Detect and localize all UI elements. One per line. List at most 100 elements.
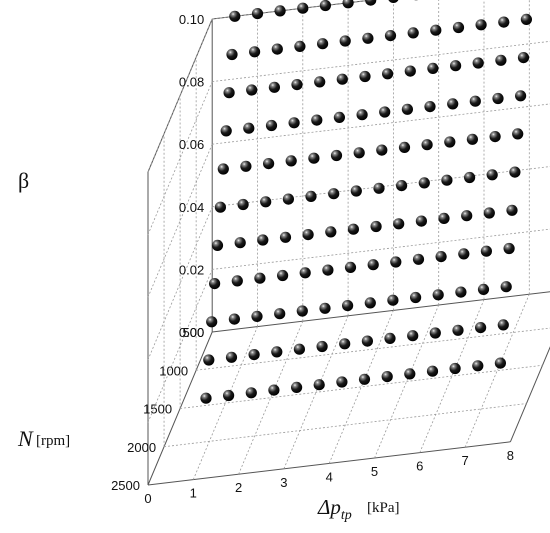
x-tick-label: 7	[461, 453, 468, 468]
data-point	[455, 286, 467, 298]
data-point	[361, 335, 373, 347]
data-point	[277, 269, 289, 282]
data-point	[291, 381, 303, 393]
data-point	[313, 379, 325, 391]
tick-labels: 0 1 2 3 4 5 6 7 8 500 1000 1500 2000 2500 0.00 0.02 0.04…	[111, 12, 514, 506]
data-point	[412, 253, 425, 265]
data-point	[466, 133, 478, 145]
data-point	[240, 160, 252, 172]
y-axis-label: N	[17, 426, 34, 451]
x-tick-label: 5	[371, 464, 378, 479]
data-point	[407, 330, 419, 342]
data-point	[384, 332, 396, 344]
data-point	[517, 52, 530, 64]
data-point	[452, 324, 464, 336]
data-point	[393, 218, 405, 230]
data-point	[319, 302, 331, 314]
data-point	[489, 131, 501, 143]
data-point	[302, 229, 314, 241]
axes-frame	[147, 0, 550, 486]
data-point	[498, 16, 510, 28]
data-point	[223, 87, 235, 99]
data-point	[317, 38, 329, 50]
floor-grid-n	[196, 327, 550, 371]
data-point	[336, 376, 348, 388]
data-point	[367, 259, 379, 271]
data-point	[257, 234, 269, 246]
y-tick-label: 500	[182, 325, 204, 340]
data-point	[268, 81, 280, 93]
wall-grid-z	[212, 103, 550, 145]
data-point	[209, 278, 221, 290]
wall-grid-z	[212, 40, 550, 82]
z-tick-label: 0.06	[179, 137, 204, 152]
data-point	[421, 139, 433, 151]
data-point	[509, 166, 521, 178]
data-point	[214, 201, 226, 213]
z-axis-label: β	[18, 168, 29, 193]
data-point	[265, 119, 278, 132]
data-point	[364, 297, 376, 309]
floor-right-edge	[509, 346, 550, 442]
data-point	[314, 76, 326, 88]
data-point	[387, 294, 399, 306]
x-tick-label: 0	[144, 491, 151, 506]
data-point	[274, 308, 286, 320]
data-point	[458, 248, 470, 260]
data-point	[297, 2, 309, 14]
data-point	[461, 210, 473, 222]
data-point	[492, 92, 504, 105]
data-point	[444, 136, 456, 148]
data-point	[427, 62, 439, 74]
data-point	[316, 340, 328, 353]
data-point	[486, 169, 498, 181]
data-point	[500, 281, 512, 293]
data-point	[282, 193, 294, 205]
back-wall-top-edge	[212, 0, 376, 20]
data-point	[220, 125, 232, 137]
data-point	[308, 152, 320, 164]
data-point	[477, 283, 490, 295]
floor-grid-x	[328, 310, 394, 464]
y-axis-unit: [rpm]	[36, 433, 70, 449]
data-point	[251, 310, 263, 322]
data-point	[226, 48, 238, 61]
data-point	[291, 79, 303, 91]
data-point	[260, 196, 272, 208]
data-point	[503, 242, 515, 255]
data-point	[512, 128, 524, 140]
z-tick-label: 0.02	[179, 262, 204, 277]
data-point	[497, 319, 509, 331]
grid-lines	[147, 0, 550, 480]
data-point	[464, 171, 476, 184]
wall-grid-z	[212, 228, 550, 270]
data-points	[200, 0, 533, 404]
data-point	[404, 368, 416, 380]
data-point	[347, 223, 359, 235]
data-point	[472, 57, 484, 69]
x-axis-symbol: Δp	[317, 495, 341, 519]
data-point	[225, 351, 238, 363]
data-point	[418, 177, 430, 189]
data-point	[469, 95, 481, 107]
floor-grid-x	[464, 294, 530, 448]
floor-grid-x	[238, 321, 304, 475]
data-point	[429, 327, 441, 339]
z-tick-label: 0.10	[179, 12, 204, 27]
data-point	[234, 237, 246, 249]
data-point	[245, 387, 257, 399]
data-point	[396, 180, 408, 192]
data-point	[229, 10, 241, 22]
data-point	[450, 60, 462, 72]
data-point	[217, 163, 229, 175]
data-point	[330, 149, 343, 162]
data-point	[344, 261, 357, 273]
data-point	[358, 373, 371, 385]
data-point	[449, 362, 461, 375]
data-point	[325, 226, 337, 238]
data-point	[237, 198, 249, 211]
data-point	[254, 272, 266, 284]
data-point	[370, 220, 382, 233]
data-point	[333, 111, 345, 123]
